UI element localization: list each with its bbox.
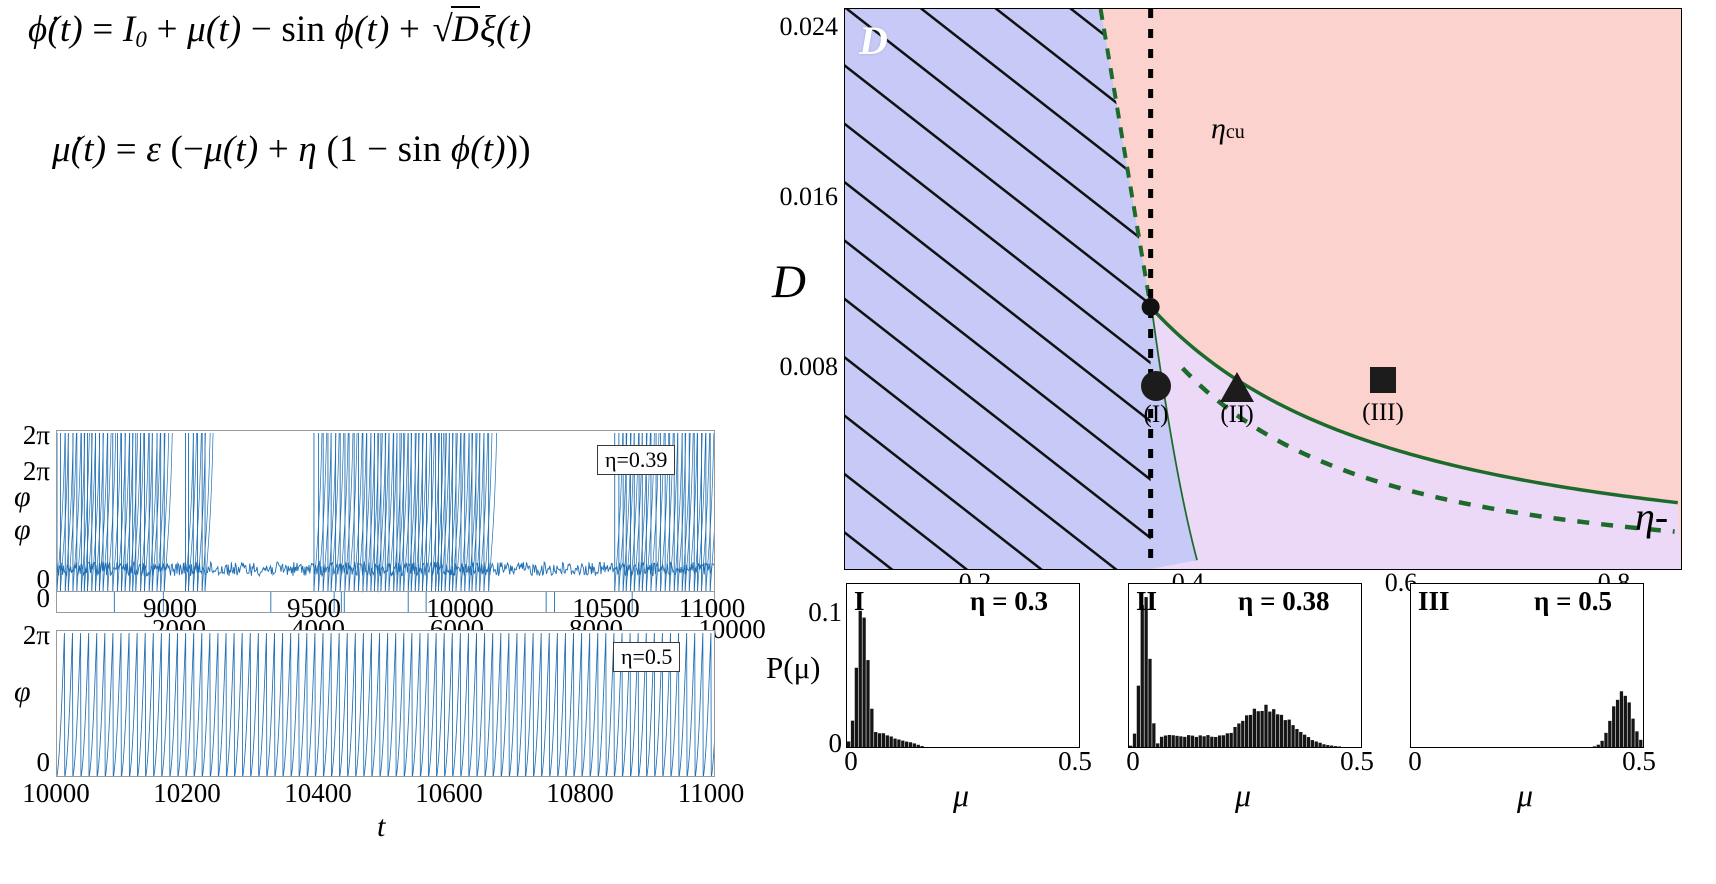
ts3-xtick-2: 10400 [284,778,352,808]
timeseries-panel-1: 2π 0 φ η=0.2 2000 4000 6000 8000 10000 [0,228,766,644]
phase-diagram-ylabel: D [772,256,806,308]
hist3-xtick-0p5: 0.5 [1622,746,1656,776]
hist1-xtick-0p5: 0.5 [1058,746,1092,776]
marker-label-III: (III) [1362,399,1404,426]
hist1-frame [846,583,1080,748]
ts3-ytick-bottom: 0 [36,747,51,777]
eta-cu-label: ηcu [1211,112,1245,145]
hist2-xlabel: μ [1234,777,1252,813]
marker-region-III [1370,367,1396,393]
ts2-xtick-4: 11000 [678,593,746,623]
ts2-trace [57,432,714,591]
right-column: D 0.024 0.016 0.008 D ηcu η- (I) (II) (I… [760,0,1716,884]
ts3-trace [57,632,714,776]
ts3-plot-frame [56,630,715,777]
hist3-frame [1410,583,1644,748]
hist3-eta: η = 0.5 [1534,586,1612,616]
hist1-tag: I [854,586,865,616]
hist2-frame [1128,583,1362,748]
hist2-eta: η = 0.38 [1238,586,1330,616]
hist1-ytick-0p1: 0.1 [808,597,842,627]
ts2-ytick-bottom: 0 [36,564,51,594]
hist3-bars [1592,691,1643,747]
eta-minus-label: η- [1635,494,1669,539]
ts2-ytick-top: 2π [22,420,50,450]
equation-mu-dot: μ̇(t) = ε (−μ(t) + η (1 − sin ϕ(t))) [52,129,531,170]
phase-diagram-watermark: D [859,18,888,63]
ts1-ytick-bottom: 0 [36,583,51,613]
ts3-xtick-3: 10600 [415,778,483,808]
ts3-xtick-4: 10800 [546,778,614,808]
hist2-bars [1129,597,1342,747]
hist3-xlabel: μ [1516,777,1534,813]
phase-diagram-plot: D ηcu η- (I) (II) (III) [844,8,1682,570]
ts1-ytick-top: 2π [22,456,50,486]
hist2-xtick-0p5: 0.5 [1340,746,1374,776]
ts3-xtick-0: 10000 [22,778,90,808]
marker-label-I: (I) [1143,401,1169,428]
ts2-xtick-2: 10000 [426,593,494,623]
ts3-ytick-top: 2π [22,620,50,650]
ts1-ylabel: φ [14,513,31,546]
hist2-tag: II [1136,586,1158,616]
ts3-xlabel: t [377,810,386,843]
pd-ytick-0p008: 0.008 [779,352,839,381]
ts3-ylabel: φ [14,675,31,708]
left-column: ϕ̇(t) = I0 + μ(t) − sin ϕ(t) + √Dξ(t) μ̇… [0,0,766,884]
hist1-xlabel: μ [952,777,970,813]
histogram-ylabel: P(μ) [766,650,821,685]
hist1-bars [847,610,924,747]
pd-ytick-0p016: 0.016 [779,182,839,211]
ts3-xtick-5: 11000 [677,778,745,808]
marker-label-II: (II) [1220,401,1254,428]
phase-diagram-svg [845,9,1681,569]
pd-ytick-0p024: 0.024 [779,12,839,41]
hist2-xtick-0: 0 [1126,746,1140,776]
hist1-eta: η = 0.3 [970,586,1048,616]
ts3-xtick-1: 10200 [153,778,221,808]
ts3-eta-badge: η=0.5 [613,642,681,673]
timeseries-panel-3: 2π 0 φ η=0.5 10000 10200 10400 10600 108… [0,620,744,850]
hist3-xtick-0: 0 [1408,746,1422,776]
ts2-xtick-0: 9000 [143,593,197,623]
hist3-tag: III [1418,586,1450,616]
marker-region-II [1220,372,1254,402]
timeseries-panel-2: 2π 0 φ η=0.39 9000 9500 10000 10500 1100… [0,418,745,623]
equation-phi-dot: ϕ̇(t) = I0 + μ(t) − sin ϕ(t) + √Dξ(t) [28,6,532,53]
hist1-ytick-0: 0 [828,728,843,758]
ts2-xtick-3: 10500 [572,593,640,623]
hist1-xtick-0: 0 [844,746,858,776]
ts2-xtick-1: 9500 [287,593,341,623]
ts2-eta-badge: η=0.39 [597,445,676,476]
ts2-ylabel: φ [14,480,31,513]
marker-region-I [1141,371,1171,401]
